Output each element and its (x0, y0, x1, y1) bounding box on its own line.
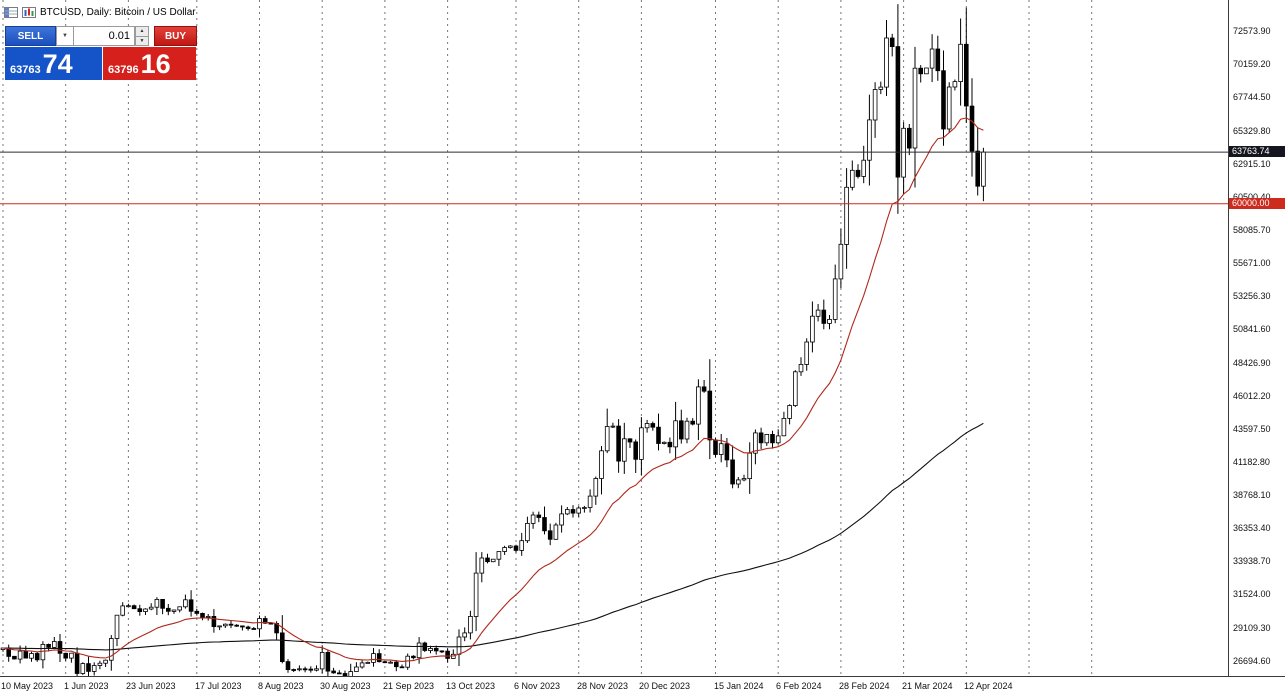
price-axis-label: 38768.10 (1233, 490, 1271, 500)
sell-button[interactable]: SELL (5, 26, 56, 46)
price-axis-label: 60500.40 (1233, 192, 1271, 202)
time-axis-label: 12 Apr 2024 (964, 681, 1013, 691)
trade-controls-row: SELL ▼ 0.01 ▲ ▼ BUY (5, 26, 197, 46)
chart-type-icon[interactable] (22, 7, 36, 18)
price-axis-label: 53256.30 (1233, 291, 1271, 301)
price-axis-label: 70159.20 (1233, 59, 1271, 69)
price-axis-label: 58085.70 (1233, 225, 1271, 235)
price-axis-label: 65329.80 (1233, 126, 1271, 136)
time-axis-label: 28 Feb 2024 (839, 681, 890, 691)
volume-decrease-button[interactable]: ▼ (135, 36, 149, 46)
time-axis-label: 20 Dec 2023 (639, 681, 691, 691)
time-axis-label: 13 Oct 2023 (446, 681, 496, 691)
depth-of-market-icon[interactable] (4, 7, 18, 18)
volume-increase-button[interactable]: ▲ (135, 26, 149, 37)
time-axis-label: 30 Aug 2023 (320, 681, 371, 691)
time-axis-label: 6 Feb 2024 (776, 681, 822, 691)
time-axis[interactable]: 10 May 2023 1 Jun 2023 23 Jun 2023 17 Jul 2… (0, 676, 1285, 697)
volume-input[interactable]: 0.01 (74, 26, 135, 46)
volume-dropdown[interactable]: ▼ (56, 26, 74, 46)
chart-title: BTCUSD, Daily: Bitcoin / US Dollar (40, 7, 196, 18)
volume-stepper: ▲ ▼ (135, 26, 149, 46)
sell-price-pips: 74 (42, 49, 73, 79)
price-axis-label: 55671.00 (1233, 258, 1271, 268)
price-axis-label: 50841.60 (1233, 324, 1271, 334)
buy-price-panel[interactable]: 63796 16 (103, 47, 196, 80)
time-axis-label: 21 Sep 2023 (383, 681, 435, 691)
time-axis-label: 28 Nov 2023 (577, 681, 629, 691)
price-axis-label: 48426.90 (1233, 358, 1271, 368)
price-axis-label: 31524.00 (1233, 589, 1271, 599)
sell-price-panel[interactable]: 63763 74 (5, 47, 102, 80)
time-axis-label: 21 Mar 2024 (902, 681, 953, 691)
price-axis-label: 36353.40 (1233, 523, 1271, 533)
price-line-badge[interactable]: 60000.00 (1229, 198, 1285, 209)
chart-canvas[interactable] (0, 0, 1228, 676)
buy-button[interactable]: BUY (154, 26, 197, 46)
buy-price-pips: 16 (140, 49, 171, 79)
time-axis-label: 6 Nov 2023 (514, 681, 561, 691)
price-axis-label: 67744.50 (1233, 92, 1271, 102)
price-line-badge[interactable]: 63763.74 (1229, 146, 1285, 157)
time-axis-label: 17 Jul 2023 (195, 681, 242, 691)
price-axis-label: 72573.90 (1233, 26, 1271, 36)
price-axis-label: 33938.70 (1233, 556, 1271, 566)
chart-title-bar: BTCUSD, Daily: Bitcoin / US Dollar (4, 7, 196, 18)
trade-quotes-row: 63763 74 63796 16 (5, 47, 197, 80)
price-axis-label: 62915.10 (1233, 159, 1271, 169)
time-axis-label: 15 Jan 2024 (714, 681, 764, 691)
sell-price-main: 63763 (10, 64, 41, 76)
price-axis-label: 43597.50 (1233, 424, 1271, 434)
time-axis-label: 8 Aug 2023 (258, 681, 304, 691)
time-axis-label: 23 Jun 2023 (126, 681, 176, 691)
price-axis-label: 26694.60 (1233, 656, 1271, 666)
time-axis-label: 1 Jun 2023 (64, 681, 109, 691)
price-axis[interactable]: 72573.90 70159.20 67744.50 65329.80 62915.10… (1228, 0, 1285, 676)
price-axis-label: 46012.20 (1233, 391, 1271, 401)
time-axis-label: 10 May 2023 (1, 681, 54, 691)
chevron-down-icon: ▼ (62, 33, 68, 39)
buy-price-main: 63796 (108, 64, 139, 76)
price-axis-label: 41182.80 (1233, 457, 1270, 467)
price-axis-label: 29109.30 (1233, 623, 1271, 633)
one-click-trading-panel: SELL ▼ 0.01 ▲ ▼ BUY 63763 74 63796 16 (5, 26, 197, 80)
chart-area[interactable] (0, 0, 1228, 676)
